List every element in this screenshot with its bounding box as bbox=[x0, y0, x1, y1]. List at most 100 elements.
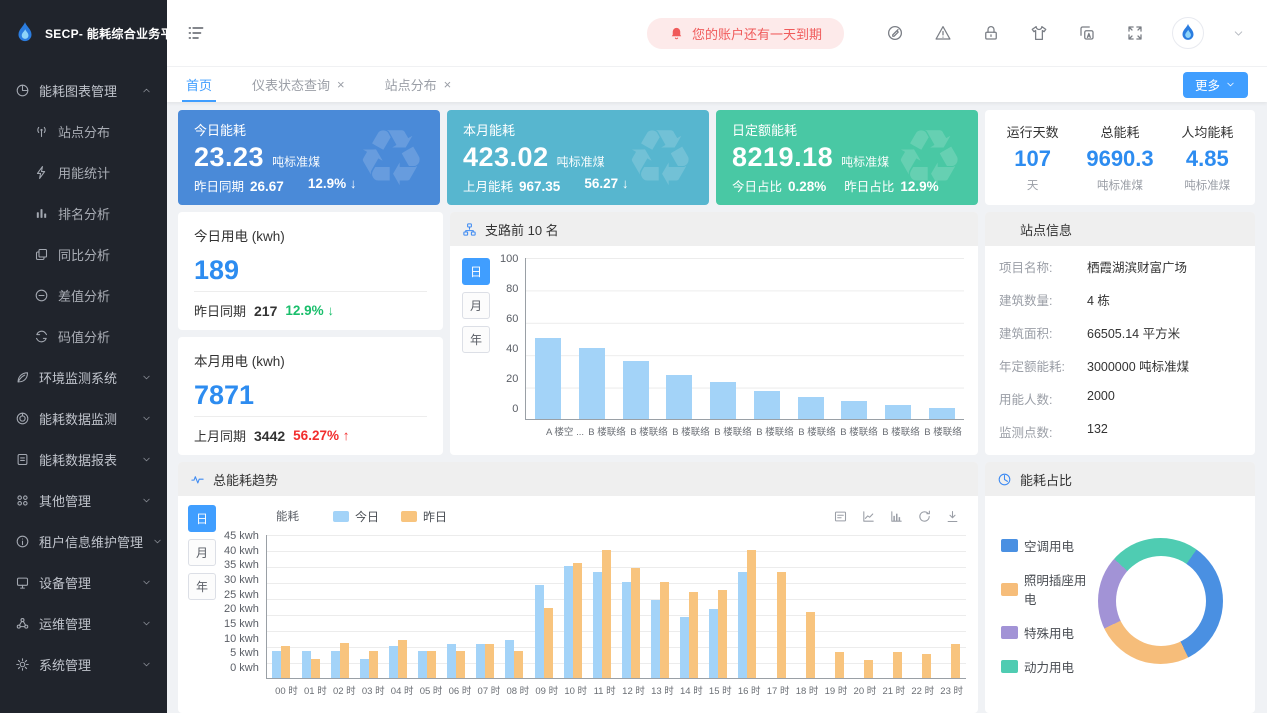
chevron-down-icon bbox=[1225, 79, 1236, 90]
pie-legend-空调用电[interactable]: 空调用电 bbox=[1001, 536, 1098, 555]
barchart-icon[interactable] bbox=[889, 509, 904, 524]
chevron-down-icon[interactable] bbox=[1232, 27, 1245, 40]
trend-bar-group-14[interactable] bbox=[680, 591, 699, 678]
trend-bar-group-19[interactable] bbox=[826, 652, 844, 678]
antenna-icon bbox=[34, 124, 49, 139]
sidebar-subitem-label: 用能统计 bbox=[58, 166, 111, 181]
trend-bar-group-16[interactable] bbox=[738, 550, 757, 678]
collapse-menu-icon[interactable] bbox=[186, 23, 206, 43]
pie-legend-特殊用电[interactable]: 特殊用电 bbox=[1001, 623, 1098, 642]
sidebar-subitem-label: 差值分析 bbox=[58, 289, 111, 304]
trend-bar-group-13[interactable] bbox=[651, 582, 670, 678]
energy-share-panel: 能耗占比 空调用电照明插座用电特殊用电动力用电 bbox=[985, 462, 1255, 713]
chevron-down-icon bbox=[152, 536, 163, 547]
linechart-icon[interactable] bbox=[861, 509, 876, 524]
chevron-down-icon bbox=[141, 454, 152, 465]
tab-2[interactable]: 站点分布 × bbox=[384, 77, 452, 93]
lock-icon[interactable] bbox=[982, 24, 1000, 42]
pie-legend-照明插座用电[interactable]: 照明插座用电 bbox=[1001, 570, 1098, 608]
trend-bar-group-12[interactable] bbox=[621, 567, 640, 678]
trend-bar-group-5[interactable] bbox=[418, 650, 437, 678]
trend-bar-group-10[interactable] bbox=[563, 562, 582, 678]
branch-bar-2[interactable] bbox=[622, 360, 649, 419]
sidebar-nav: 能耗图表管理 站点分布用能统计排名分析 同比分析差值分析码值分析 环境监测系统 能耗数据… bbox=[0, 66, 167, 713]
stat-cards-row: 今日能耗 23.23 吨标准煤 昨日同期 26.67 12.9% ↓ ♻ 本月能耗 423.02… bbox=[178, 110, 1255, 205]
trend-bar-group-18[interactable] bbox=[797, 612, 815, 678]
close-icon[interactable]: × bbox=[337, 77, 345, 92]
trend-bar-group-8[interactable] bbox=[505, 639, 524, 678]
warning-icon[interactable] bbox=[934, 24, 952, 42]
fullscreen-icon[interactable] bbox=[1126, 24, 1144, 42]
branch-bar-8[interactable] bbox=[885, 405, 912, 419]
branch-bar-0[interactable] bbox=[535, 338, 562, 419]
sidebar-item-5[interactable]: 租户信息维护管理 bbox=[0, 521, 167, 562]
more-button[interactable]: 更多 bbox=[1182, 71, 1248, 98]
legend-item-昨日[interactable]: 昨日 bbox=[401, 508, 447, 525]
sidebar-item-2[interactable]: 能耗数据监测 bbox=[0, 398, 167, 439]
sidebar-item-8[interactable]: 系统管理 bbox=[0, 644, 167, 685]
trend-bar-group-17[interactable] bbox=[768, 572, 786, 678]
station-info-row: 用能人数: 2000 bbox=[999, 389, 1115, 407]
sidebar-item-0[interactable]: 能耗图表管理 bbox=[0, 70, 167, 111]
tab-0[interactable]: 首页 bbox=[181, 67, 217, 102]
trend-bar-group-6[interactable] bbox=[447, 644, 466, 678]
trend-bar-group-15[interactable] bbox=[709, 590, 728, 678]
translate-icon[interactable] bbox=[1078, 24, 1096, 42]
sidebar-subitem-0-0[interactable]: 站点分布 bbox=[0, 111, 167, 152]
tshirt-icon[interactable] bbox=[1030, 24, 1048, 42]
trend-toggle-年[interactable]: 年 bbox=[188, 573, 216, 600]
branch-toggle-年[interactable]: 年 bbox=[462, 326, 490, 353]
avatar[interactable] bbox=[1172, 17, 1204, 49]
sidebar-item-6[interactable]: 设备管理 bbox=[0, 562, 167, 603]
trend-bar-group-22[interactable] bbox=[913, 654, 932, 678]
month-power-footer-value: 3442 bbox=[254, 427, 286, 444]
download-icon[interactable] bbox=[945, 509, 960, 524]
branch-top10-title: 支路前 10 名 bbox=[485, 222, 559, 238]
trend-bar-group-20[interactable] bbox=[855, 660, 873, 678]
legend-item-今日[interactable]: 今日 bbox=[333, 508, 379, 525]
sidebar-item-4[interactable]: 其他管理 bbox=[0, 480, 167, 521]
sidebar-item-3[interactable]: 能耗数据报表 bbox=[0, 439, 167, 480]
trend-bar-group-9[interactable] bbox=[534, 585, 553, 678]
trend-bar-group-23[interactable] bbox=[942, 644, 961, 678]
branch-bar-7[interactable] bbox=[841, 401, 868, 419]
summary-col-1: 总能耗 9690.3 吨标准煤 bbox=[1086, 125, 1154, 192]
sidebar-subitem-0-2[interactable]: 排名分析 bbox=[0, 193, 167, 234]
trend-bar-group-0[interactable] bbox=[272, 646, 291, 678]
dataview-icon[interactable] bbox=[833, 509, 848, 524]
trend-toggle-日[interactable]: 日 bbox=[188, 505, 216, 532]
branch-bar-5[interactable] bbox=[753, 391, 780, 419]
notification-pill[interactable]: 您的账户还有一天到期 bbox=[646, 17, 844, 49]
trend-toggle-月[interactable]: 月 bbox=[188, 539, 216, 566]
trend-bar-group-3[interactable] bbox=[359, 650, 378, 678]
branch-bar-4[interactable] bbox=[710, 381, 737, 419]
theme-icon[interactable] bbox=[886, 24, 904, 42]
summary-col-0: 运行天数 107 天 bbox=[1006, 125, 1059, 192]
sidebar-item-7[interactable]: 运维管理 bbox=[0, 603, 167, 644]
branch-bar-6[interactable] bbox=[797, 397, 824, 419]
close-icon[interactable]: × bbox=[443, 77, 452, 92]
station-info-title: 站点信息 bbox=[1020, 222, 1073, 238]
trend-bar-group-2[interactable] bbox=[330, 642, 349, 678]
pie-legend-动力用电[interactable]: 动力用电 bbox=[1001, 657, 1098, 676]
restore-icon[interactable] bbox=[917, 509, 932, 524]
sidebar-item-1[interactable]: 环境监测系统 bbox=[0, 357, 167, 398]
branch-bar-3[interactable] bbox=[666, 375, 693, 419]
trend-bar-group-1[interactable] bbox=[301, 650, 320, 678]
trend-bar-group-21[interactable] bbox=[884, 652, 903, 678]
energy-share-title: 能耗占比 bbox=[1020, 472, 1073, 488]
sidebar-subitem-0-1[interactable]: 用能统计 bbox=[0, 152, 167, 193]
sidebar-subitem-0-4[interactable]: 差值分析 bbox=[0, 275, 167, 316]
trend-bar-group-4[interactable] bbox=[388, 639, 407, 678]
trend-bar-group-11[interactable] bbox=[592, 550, 611, 678]
energy-share-donut-chart[interactable] bbox=[1098, 538, 1223, 664]
rank-bars-icon bbox=[34, 206, 49, 221]
trend-bar-group-7[interactable] bbox=[476, 644, 495, 678]
branch-bar-1[interactable] bbox=[578, 347, 605, 419]
branch-toggle-日[interactable]: 日 bbox=[462, 258, 490, 285]
sidebar-subitem-0-5[interactable]: 码值分析 bbox=[0, 316, 167, 357]
sidebar-subitem-0-3[interactable]: 同比分析 bbox=[0, 234, 167, 275]
tab-1[interactable]: 仪表状态查询 × bbox=[252, 77, 345, 93]
branch-bar-9[interactable] bbox=[928, 407, 955, 419]
branch-toggle-月[interactable]: 月 bbox=[462, 292, 490, 319]
